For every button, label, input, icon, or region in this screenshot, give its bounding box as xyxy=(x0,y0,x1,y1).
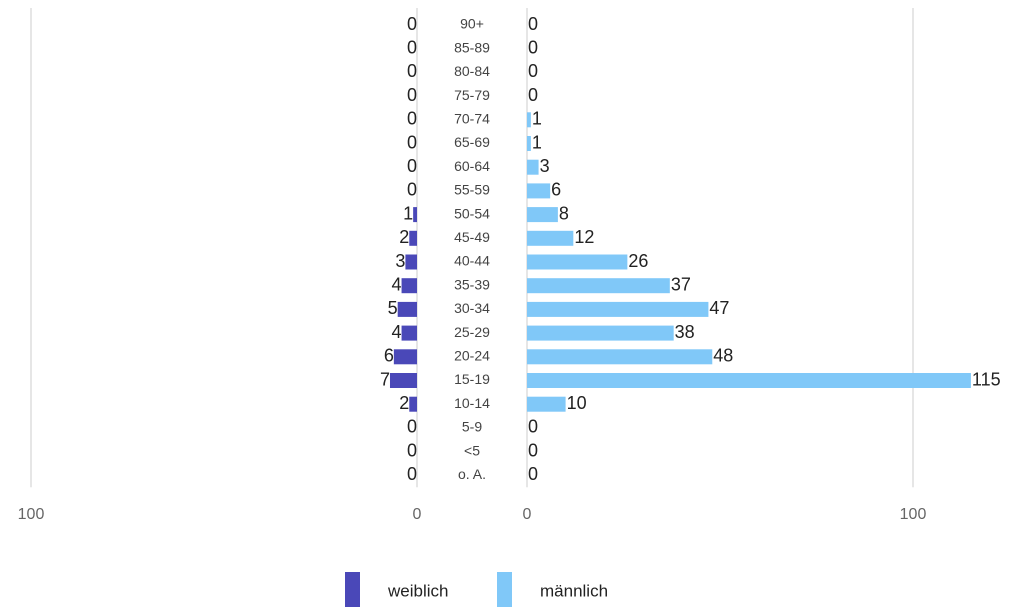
category-label: 90+ xyxy=(460,16,484,32)
value-label: 7 xyxy=(380,369,390,389)
value-label: 3 xyxy=(540,156,550,176)
x-tick-label: 0 xyxy=(413,506,422,523)
bar xyxy=(397,301,417,317)
value-label: 0 xyxy=(528,14,538,34)
value-label: 0 xyxy=(528,61,538,81)
value-label: 0 xyxy=(528,417,538,437)
bar xyxy=(393,349,417,365)
bar xyxy=(527,396,566,412)
value-label: 115 xyxy=(972,369,1001,389)
value-label: 0 xyxy=(528,37,538,57)
value-label: 0 xyxy=(407,109,417,129)
bar xyxy=(527,183,551,199)
category-label: 75-79 xyxy=(454,87,490,103)
bar xyxy=(527,230,574,246)
value-label: 0 xyxy=(407,85,417,105)
value-label: 2 xyxy=(399,393,409,413)
value-label: 8 xyxy=(559,203,569,223)
category-label: 60-64 xyxy=(454,158,490,174)
bar xyxy=(527,301,709,317)
category-label: 40-44 xyxy=(454,253,490,269)
value-label: 1 xyxy=(532,109,542,129)
value-label: 6 xyxy=(384,346,394,366)
value-label: 6 xyxy=(551,180,561,200)
value-label: 3 xyxy=(395,251,405,271)
category-label: 20-24 xyxy=(454,348,490,364)
bar xyxy=(413,207,417,223)
value-label: 4 xyxy=(392,322,402,342)
value-label: 4 xyxy=(392,274,402,294)
bar xyxy=(527,373,971,388)
x-tick-label: 0 xyxy=(523,506,532,523)
category-label: 55-59 xyxy=(454,182,490,198)
legend-label: weiblich xyxy=(387,581,448,600)
bar xyxy=(409,396,417,412)
bar xyxy=(527,112,531,128)
value-label: 0 xyxy=(407,61,417,81)
category-label: 50-54 xyxy=(454,205,490,221)
value-label: 48 xyxy=(713,346,733,366)
value-label: 0 xyxy=(407,440,417,460)
category-label: 70-74 xyxy=(454,111,490,127)
category-label: 10-14 xyxy=(454,395,490,411)
category-label: o. A. xyxy=(458,466,486,482)
value-label: 0 xyxy=(407,417,417,437)
category-label: 25-29 xyxy=(454,324,490,340)
category-label: 30-34 xyxy=(454,300,490,316)
value-label: 0 xyxy=(407,37,417,57)
bar xyxy=(401,325,417,341)
value-label: 0 xyxy=(528,464,538,484)
bar xyxy=(409,230,417,246)
value-label: 37 xyxy=(671,274,691,294)
value-label: 0 xyxy=(528,440,538,460)
category-label: 45-49 xyxy=(454,229,490,245)
bar xyxy=(389,373,417,388)
value-label: 0 xyxy=(407,180,417,200)
category-label: 35-39 xyxy=(454,276,490,292)
x-tick-label: 100 xyxy=(900,506,927,523)
category-label: 5-9 xyxy=(462,419,482,435)
bar xyxy=(527,159,539,175)
bar xyxy=(527,136,531,151)
x-tick-label: 100 xyxy=(18,506,45,523)
value-label: 1 xyxy=(532,132,542,152)
legend-label: männlich xyxy=(540,581,608,600)
category-label: 80-84 xyxy=(454,63,490,79)
value-label: 1 xyxy=(403,203,413,223)
bar xyxy=(405,254,417,270)
bar xyxy=(401,278,417,294)
value-label: 10 xyxy=(567,393,587,413)
value-label: 12 xyxy=(574,227,594,247)
category-label: 15-19 xyxy=(454,371,490,387)
bar xyxy=(527,254,628,270)
value-label: 0 xyxy=(407,156,417,176)
value-label: 5 xyxy=(388,298,398,318)
bar xyxy=(527,278,670,294)
value-label: 26 xyxy=(628,251,648,271)
value-label: 2 xyxy=(399,227,409,247)
category-label: 65-69 xyxy=(454,134,490,150)
category-label: 85-89 xyxy=(454,39,490,55)
value-label: 0 xyxy=(407,132,417,152)
category-label: <5 xyxy=(464,442,480,458)
legend-swatch xyxy=(345,572,360,607)
legend-swatch xyxy=(497,572,512,607)
value-label: 47 xyxy=(709,298,729,318)
value-label: 38 xyxy=(675,322,695,342)
bar xyxy=(527,349,713,365)
value-label: 0 xyxy=(407,14,417,34)
value-label: 0 xyxy=(528,85,538,105)
value-label: 0 xyxy=(407,464,417,484)
bar xyxy=(527,325,674,341)
bar xyxy=(527,207,558,223)
